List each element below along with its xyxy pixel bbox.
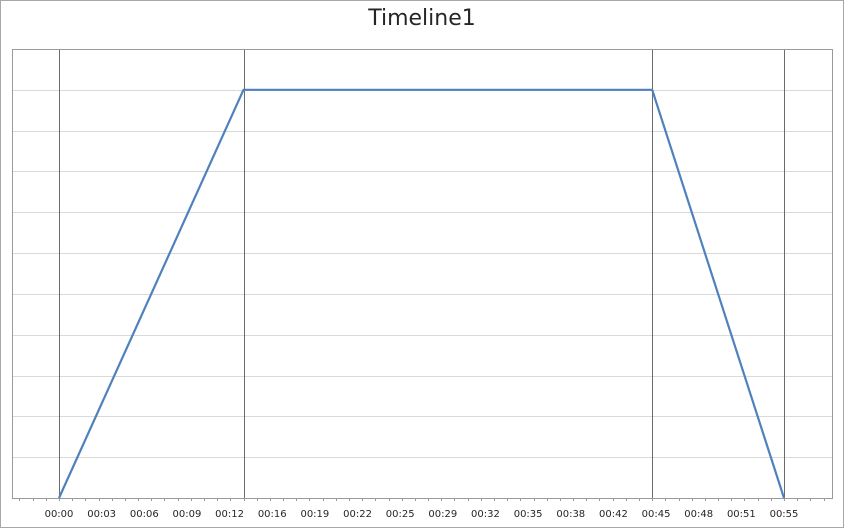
x-tick-label: 00:35 [514,509,543,520]
x-tick-label: 00:12 [215,509,244,520]
x-tick-label: 00:48 [684,509,713,520]
x-tick-label: 00:32 [471,509,500,520]
x-tick-label: 00:38 [556,509,585,520]
x-tick-label: 00:42 [599,509,628,520]
x-tick-label: 00:06 [130,509,159,520]
plot-area [12,49,833,499]
series-line [57,88,786,499]
x-tick-label: 00:25 [386,509,415,520]
x-tick-label: 00:09 [173,509,202,520]
x-tick-label: 00:00 [45,509,74,520]
x-tick-label: 00:03 [87,509,116,520]
x-tick-label: 00:22 [343,509,372,520]
x-tick-label: 00:45 [642,509,671,520]
chart-title: Timeline1 [368,6,476,31]
x-tick-label: 00:51 [727,509,756,520]
x-tick-label: 00:16 [258,509,287,520]
x-tick-label: 00:19 [300,509,329,520]
x-tick-label: 00:55 [770,509,799,520]
x-tick-label: 00:29 [428,509,457,520]
